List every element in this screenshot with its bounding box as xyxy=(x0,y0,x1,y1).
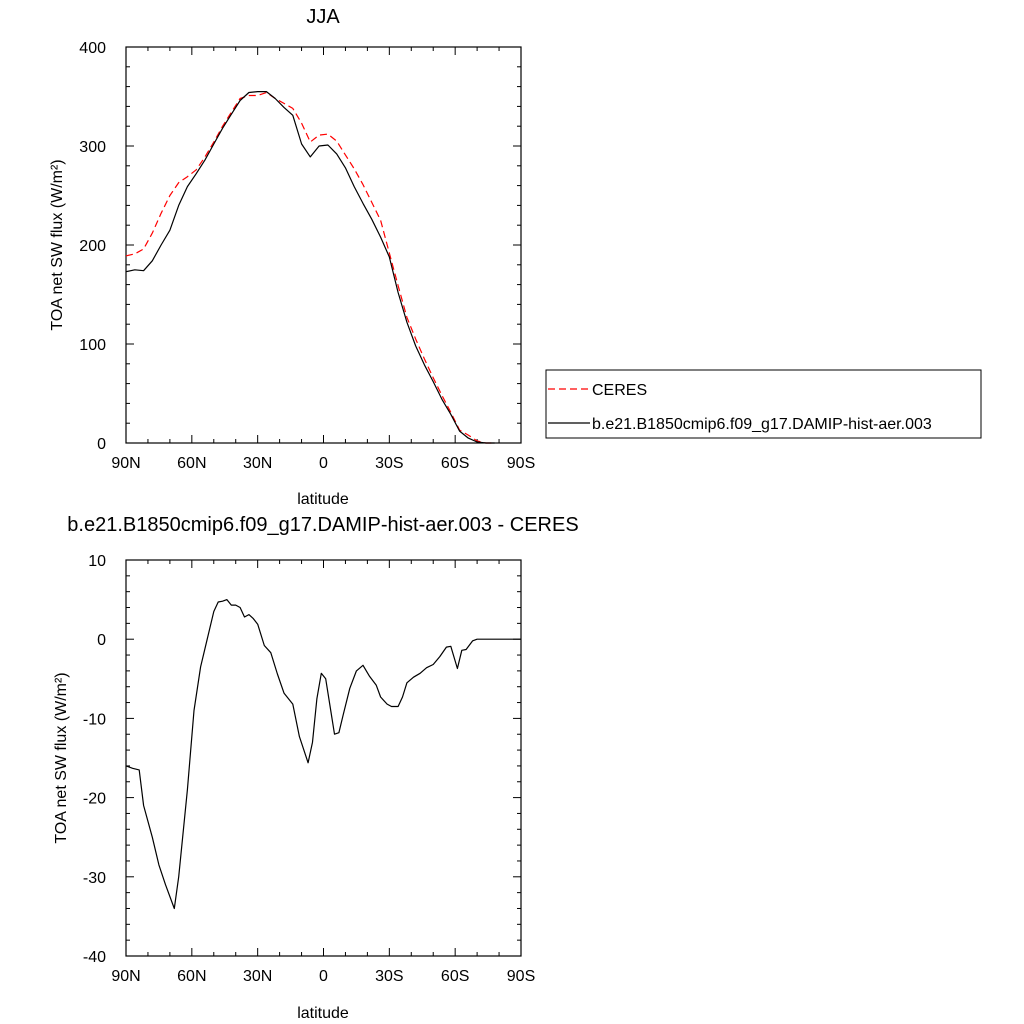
legend-label-ceres: CERES xyxy=(592,382,647,399)
x-tick-label: 30N xyxy=(243,455,272,472)
legend-box xyxy=(545,369,982,439)
x-tick-label: 30S xyxy=(375,455,403,472)
y-tick-label: 400 xyxy=(79,40,106,57)
y-tick-label: 0 xyxy=(97,436,106,453)
y-tick-label: 300 xyxy=(79,139,106,156)
x-tick-label: 30N xyxy=(243,968,272,985)
top-panel: JJA 90N 60N 30N 0 30S 60S 90S 0 100 200 300 400 lat… xyxy=(49,6,982,508)
bottom-chart-title: b.e21.B1850cmip6.f09_g17.DAMIP-hist-aer.… xyxy=(67,514,578,536)
x-tick-label: 0 xyxy=(319,455,328,472)
legend: CERES b.e21.B1850cmip6.f09_g17.DAMIP-his… xyxy=(545,369,982,439)
x-tick-label: 60N xyxy=(177,968,206,985)
bottom-y-axis-label: TOA net SW flux (W/m²) xyxy=(53,672,70,843)
bottom-plot-frame xyxy=(125,559,522,957)
bottom-panel: b.e21.B1850cmip6.f09_g17.DAMIP-hist-aer.… xyxy=(53,514,579,1022)
x-tick-label: 30S xyxy=(375,968,403,985)
top-chart-title: JJA xyxy=(306,6,340,28)
y-tick-label: -30 xyxy=(83,870,106,887)
top-plot-frame xyxy=(125,46,522,444)
y-tick-label: 100 xyxy=(79,337,106,354)
y-tick-label: 10 xyxy=(88,553,106,570)
bottom-axis-ticks xyxy=(125,559,522,957)
x-tick-label: 60S xyxy=(441,455,469,472)
top-tick-labels: 90N 60N 30N 0 30S 60S 90S 0 100 200 300 400 xyxy=(79,40,535,472)
x-tick-label: 0 xyxy=(319,968,328,985)
x-tick-label: 90N xyxy=(111,455,140,472)
bottom-series-line-0 xyxy=(125,598,521,910)
bottom-series-layer xyxy=(125,598,521,910)
top-axis-ticks xyxy=(125,46,522,444)
bottom-x-axis-label: latitude xyxy=(297,1005,349,1022)
top-series-line-0 xyxy=(125,91,495,444)
top-series-layer xyxy=(125,90,495,444)
x-tick-label: 90N xyxy=(111,968,140,985)
legend-label-model: b.e21.B1850cmip6.f09_g17.DAMIP-hist-aer.… xyxy=(592,416,932,433)
y-tick-label: -20 xyxy=(83,791,106,808)
x-tick-label: 90S xyxy=(507,455,535,472)
y-tick-label: 200 xyxy=(79,238,106,255)
x-tick-label: 60S xyxy=(441,968,469,985)
bottom-tick-labels: 90N 60N 30N 0 30S 60S 90S -40 -30 -20 -10 0 10 xyxy=(83,553,535,985)
x-tick-label: 60N xyxy=(177,455,206,472)
top-x-axis-label: latitude xyxy=(297,491,349,508)
y-tick-label: -40 xyxy=(83,949,106,966)
top-y-axis-label: TOA net SW flux (W/m²) xyxy=(49,159,66,330)
y-tick-label: 0 xyxy=(97,632,106,649)
y-tick-label: -10 xyxy=(83,711,106,728)
top-series-line-1 xyxy=(125,90,495,444)
x-tick-label: 90S xyxy=(507,968,535,985)
